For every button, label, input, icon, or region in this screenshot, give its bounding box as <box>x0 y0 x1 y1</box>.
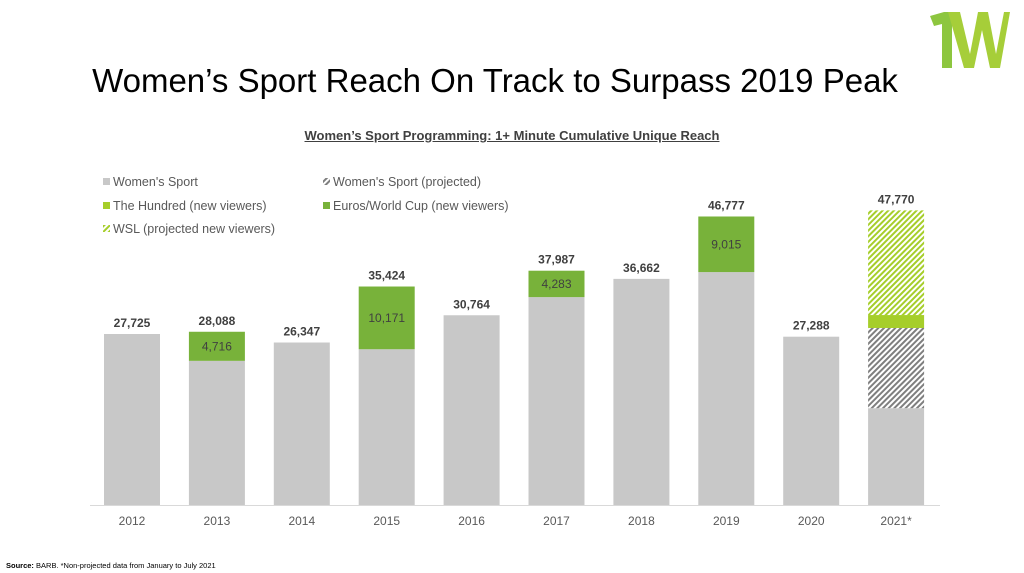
legend-swatch <box>103 202 110 209</box>
total-data-label: 27,725 <box>114 316 151 330</box>
segment-data-label: 9,015 <box>711 237 741 251</box>
slide-title: Women’s Sport Reach On Track to Surpass … <box>92 62 898 99</box>
bar-segment-women-s-sport-2019 <box>698 272 755 505</box>
segment-data-label: 4,283 <box>541 277 571 291</box>
bar-segment-women-s-sport-2015 <box>358 349 415 505</box>
bar-segment-women-s-sport-2013 <box>188 360 245 505</box>
total-data-label: 37,987 <box>538 253 575 267</box>
total-data-label: 35,424 <box>368 269 405 283</box>
x-tick-label: 2012 <box>119 514 146 528</box>
bar-segment-women-s-sport-2018 <box>613 278 670 505</box>
segment-data-label: 10,171 <box>368 311 405 325</box>
legend-swatch <box>103 178 110 185</box>
bar-segment-euros-world-cup-new-viewers--2015 <box>358 286 415 350</box>
legend-entry: WSL (projected new viewers) <box>113 222 275 236</box>
legend-entry: Women's Sport <box>113 175 198 189</box>
x-tick-label: 2016 <box>458 514 485 528</box>
bar-segment-the-hundred-new-viewers--2021 <box>868 315 925 328</box>
legend-swatch <box>323 178 330 185</box>
legend-swatch <box>323 202 330 209</box>
x-tick-label: 2017 <box>543 514 570 528</box>
bar-segment-euros-world-cup-new-viewers--2013 <box>188 331 245 361</box>
x-tick-label: 2020 <box>798 514 825 528</box>
x-tick-label: 2018 <box>628 514 655 528</box>
bar-segment-wsl-projected-new-viewers--2021 <box>868 210 925 316</box>
bar-segment-euros-world-cup-new-viewers--2017 <box>528 270 585 298</box>
total-data-label: 36,662 <box>623 261 660 275</box>
x-tick-label: 2019 <box>713 514 740 528</box>
bars <box>104 210 925 505</box>
bar-segment-women-s-sport-2021 <box>868 408 925 505</box>
total-data-label: 46,777 <box>708 198 745 212</box>
legend: Women's Sport Women's Sport (projected) Th… <box>103 175 509 236</box>
bar-segment-women-s-sport-2020 <box>783 336 840 505</box>
womens-sport-trust-logo <box>930 12 1010 68</box>
bar-segment-women-s-sport-2017 <box>528 297 585 505</box>
segment-data-label: 4,716 <box>202 339 232 353</box>
source-label: Source: <box>6 561 34 570</box>
bar-segment-euros-world-cup-new-viewers--2019 <box>698 216 755 273</box>
legend-swatch <box>103 225 110 232</box>
x-tick-label: 2014 <box>288 514 315 528</box>
legend-entry: Women's Sport (projected) <box>333 175 481 189</box>
x-tick-label: 2021* <box>880 514 912 528</box>
bar-segment-women-s-sport-projected--2021 <box>868 327 925 409</box>
bar-segment-women-s-sport-2012 <box>104 334 160 505</box>
total-data-label: 30,764 <box>453 297 490 311</box>
x-tick-label: 2015 <box>373 514 400 528</box>
total-data-label: 28,088 <box>199 314 236 328</box>
x-tick-label: 2013 <box>204 514 231 528</box>
bar-segment-women-s-sport-2014 <box>273 342 330 505</box>
legend-entry: Euros/World Cup (new viewers) <box>333 199 509 213</box>
legend-entry: The Hundred (new viewers) <box>113 199 267 213</box>
source-note: Source: BARB. *Non-projected data from J… <box>6 561 216 570</box>
total-data-label: 47,770 <box>878 192 915 206</box>
total-data-label: 26,347 <box>283 324 320 338</box>
bar-segment-women-s-sport-2016 <box>443 315 500 505</box>
source-text: BARB. *Non-projected data from January t… <box>33 561 216 570</box>
chart-title: Women’s Sport Programming: 1+ Minute Cum… <box>304 128 720 143</box>
total-data-label: 27,288 <box>793 319 830 333</box>
